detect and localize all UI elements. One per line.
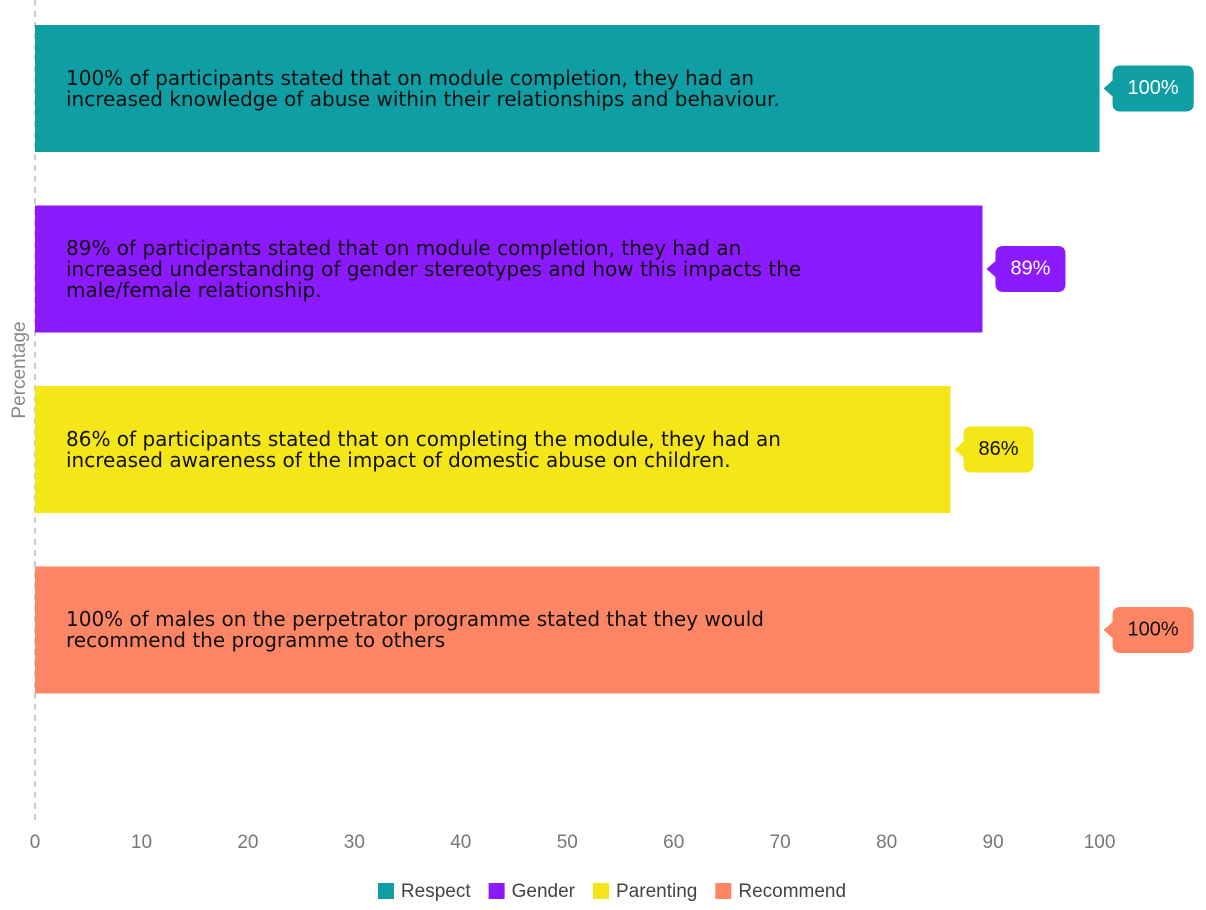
legend-swatch (488, 883, 505, 899)
x-tick-label: 100 (1084, 832, 1116, 853)
legend-label: Parenting (616, 881, 697, 902)
legend-swatch (715, 883, 732, 899)
value-label: 86% (979, 438, 1019, 460)
value-label: 100% (1128, 618, 1179, 640)
value-callout-box (1103, 65, 1194, 112)
bar (35, 205, 983, 333)
value-callout-box (954, 426, 1034, 473)
bar-annotation-box: 89% of participants stated that on modul… (66, 235, 802, 302)
value-callout-box (986, 246, 1066, 292)
value-callout: 100% (1103, 607, 1194, 653)
y-axis-label: Percentage (9, 321, 30, 418)
legend-label: Respect (401, 881, 471, 902)
x-tick-label: 80 (876, 832, 897, 853)
value-callout-box (1103, 607, 1194, 653)
x-tick-label: 60 (663, 832, 684, 853)
x-tick-label: 50 (557, 832, 578, 853)
bar (35, 566, 1100, 694)
legend-swatch (377, 883, 394, 899)
x-tick-label: 30 (344, 832, 365, 853)
x-tick-label: 0 (30, 832, 41, 853)
bar-annotation: 100% of males on the perpetrator program… (66, 607, 764, 652)
legend-swatch (593, 883, 610, 899)
x-tick-label: 10 (131, 832, 152, 853)
bar (35, 25, 1100, 152)
value-label: 100% (1128, 77, 1179, 99)
bar-annotation-box: 100% of males on the perpetrator program… (66, 607, 764, 652)
value-label: 89% (1010, 257, 1050, 279)
legend-label: Gender (512, 881, 576, 902)
legend-label: Recommend (738, 881, 846, 902)
bar-annotation-box: 86% of participants stated that on compl… (66, 426, 781, 472)
bar-annotation: 86% of participants stated that on compl… (66, 426, 781, 472)
bar-annotation: 89% of participants stated that on modul… (66, 235, 802, 302)
x-tick-label: 70 (770, 832, 791, 853)
bar (35, 386, 951, 513)
x-tick-label: 40 (450, 832, 471, 853)
value-callout: 89% (986, 246, 1066, 292)
x-tick-label: 90 (983, 832, 1004, 853)
x-tick-label: 20 (237, 832, 258, 853)
value-callout: 86% (954, 426, 1034, 473)
value-callout: 100% (1103, 65, 1194, 112)
bar-annotation-box: 100% of participants stated that on modu… (66, 65, 780, 111)
bar-annotation: 100% of participants stated that on modu… (66, 65, 780, 111)
